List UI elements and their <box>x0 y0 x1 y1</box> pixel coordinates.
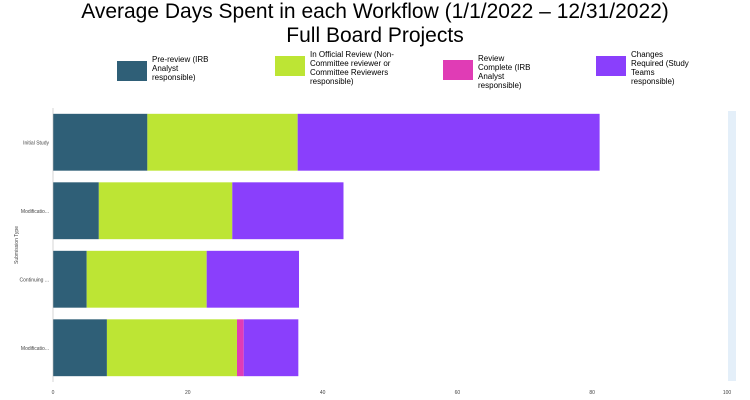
legend-item-review-complete[interactable]: Review Complete (IRB Analyst responsible… <box>443 54 540 90</box>
bar-review-complete-row-4[interactable] <box>237 319 244 377</box>
bar-official-review-row-2[interactable] <box>98 182 233 240</box>
legend-swatch-review-complete <box>443 60 473 80</box>
legend-swatch-changes-required <box>596 56 626 76</box>
legend-item-changes-required[interactable]: Changes Required (Study Teams responsibl… <box>596 50 696 86</box>
x-tick-label-100: 100 <box>723 390 732 396</box>
category-label-1: Initial Study <box>23 140 49 146</box>
legend-item-official-review[interactable]: In Official Review (Non-Committee review… <box>275 50 405 86</box>
bar-pre-review-row-1[interactable] <box>53 113 148 171</box>
bar-pre-review-row-3[interactable] <box>53 250 87 308</box>
x-tick-label-40: 40 <box>320 390 326 396</box>
bar-pre-review-row-4[interactable] <box>53 319 107 377</box>
category-label-2: Modificatio... <box>21 209 49 215</box>
scrollbar-track[interactable] <box>728 111 736 381</box>
bar-changes-required-row-2[interactable] <box>232 182 344 240</box>
x-tick-label-20: 20 <box>185 390 191 396</box>
x-tick-label-0: 0 <box>52 390 55 396</box>
legend-label-pre-review: Pre-review (IRB Analyst responsible) <box>152 55 209 82</box>
y-axis-title: Submission Type <box>14 226 20 264</box>
category-label-4: Modificatio... <box>21 346 49 352</box>
chart-legend: Pre-review (IRB Analyst responsible) In … <box>0 50 750 95</box>
category-labels: Initial Study Modificatio... Continuing ..… <box>20 140 50 352</box>
legend-swatch-pre-review <box>117 61 147 81</box>
x-tick-label-80: 80 <box>589 390 595 396</box>
legend-label-review-complete: Review Complete (IRB Analyst responsible… <box>478 54 531 90</box>
bar-official-review-row-1[interactable] <box>147 113 298 171</box>
x-tick-label-60: 60 <box>455 390 461 396</box>
bar-official-review-row-3[interactable] <box>86 250 207 308</box>
chart-title-line-1: Average Days Spent in each Workflow (1/1… <box>81 0 669 23</box>
bar-changes-required-row-4[interactable] <box>243 319 299 377</box>
legend-item-pre-review[interactable]: Pre-review (IRB Analyst responsible) <box>117 55 222 82</box>
x-axis-ticks: 0 20 40 60 80 100 <box>52 390 732 396</box>
category-label-3: Continuing ... <box>20 277 49 283</box>
chart-title-line-2: Full Board Projects <box>286 24 464 47</box>
bar-changes-required-row-3[interactable] <box>206 250 300 308</box>
chart-title: Average Days Spent in each Workflow (1/1… <box>0 0 750 48</box>
legend-label-official-review: In Official Review (Non-Committee review… <box>310 50 394 86</box>
bar-pre-review-row-2[interactable] <box>53 182 99 240</box>
bars-group <box>53 113 600 377</box>
bar-official-review-row-4[interactable] <box>106 319 238 377</box>
legend-swatch-official-review <box>275 56 305 76</box>
bar-changes-required-row-1[interactable] <box>297 113 600 171</box>
legend-label-changes-required: Changes Required (Study Teams responsibl… <box>631 50 689 86</box>
